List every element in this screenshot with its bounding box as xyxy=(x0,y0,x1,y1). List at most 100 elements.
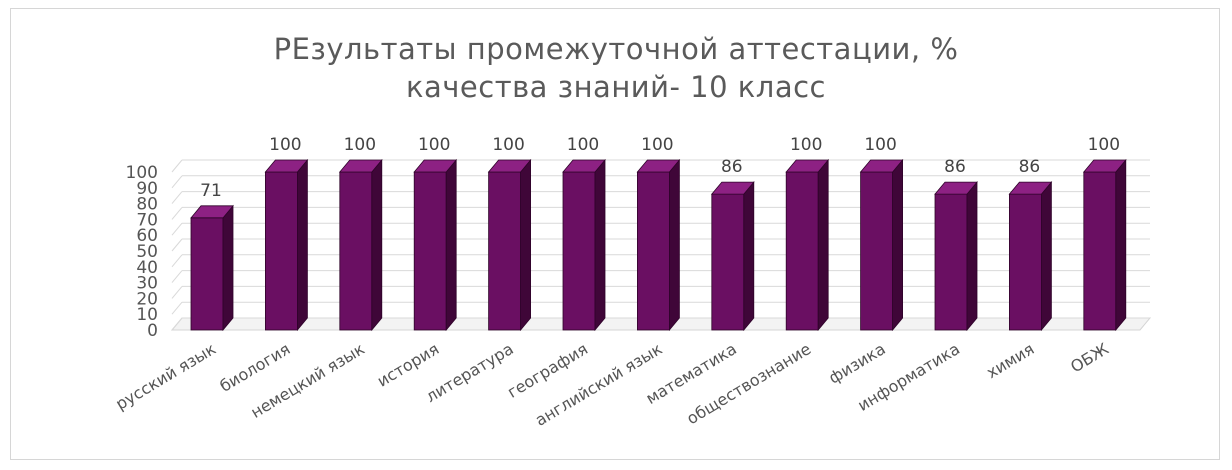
bar-top xyxy=(710,181,755,195)
bar-front xyxy=(785,171,819,331)
bar xyxy=(338,158,383,332)
data-label: 100 xyxy=(864,135,896,155)
bar-top xyxy=(785,159,830,173)
bar-top xyxy=(413,159,458,173)
y-tick-label: 70 xyxy=(136,210,158,230)
gridline-side xyxy=(171,270,183,283)
gridline-side xyxy=(171,207,183,220)
x-tick-label: английский язык xyxy=(532,339,666,430)
bar-front xyxy=(860,171,893,331)
gridline-side xyxy=(171,286,183,299)
y-tick-label: 40 xyxy=(136,258,158,278)
bar-top xyxy=(1008,181,1053,195)
bar-front xyxy=(562,171,596,331)
bar-front xyxy=(413,171,447,331)
bar-front xyxy=(637,171,670,331)
bar-front xyxy=(190,217,224,331)
bar xyxy=(1008,181,1053,332)
data-label: 100 xyxy=(492,135,524,155)
bar-front xyxy=(339,171,373,331)
bar xyxy=(562,158,606,332)
gridline-side xyxy=(171,317,183,331)
bar-top xyxy=(190,205,234,219)
bar xyxy=(710,181,755,332)
data-label: 86 xyxy=(944,157,966,177)
bar-side xyxy=(594,158,606,332)
bar xyxy=(487,158,532,332)
bars xyxy=(190,158,1127,332)
bar-top xyxy=(264,159,309,173)
bar-side xyxy=(371,158,383,332)
y-tick-label: 80 xyxy=(136,195,158,215)
data-label: 71 xyxy=(200,181,222,201)
bar-side xyxy=(892,158,903,332)
bar xyxy=(934,181,978,332)
x-tick-label: история xyxy=(374,339,442,391)
bar-side xyxy=(669,158,680,332)
bar-side xyxy=(520,158,531,332)
bar-side xyxy=(296,158,308,332)
bar xyxy=(190,204,234,332)
bar-top xyxy=(934,181,978,195)
bar xyxy=(859,158,904,332)
gridline-side xyxy=(171,301,183,315)
gridline-side xyxy=(171,238,183,252)
data-label: 100 xyxy=(1088,135,1120,155)
bar-side xyxy=(222,204,234,332)
chart-title: РЕзультаты промежуточной аттестации, % к… xyxy=(0,30,1232,106)
gridline-side xyxy=(171,254,183,268)
y-tick-label: 30 xyxy=(136,274,158,294)
chart-title-line-1: РЕзультаты промежуточной аттестации, % xyxy=(273,32,959,66)
y-tick-label: 0 xyxy=(147,321,158,341)
bar-side xyxy=(1041,181,1052,332)
bar-front xyxy=(711,193,745,331)
bar-side xyxy=(445,158,457,332)
chart-title-line-2: качества знаний- 10 класс xyxy=(405,70,826,104)
data-label: 100 xyxy=(418,135,450,155)
data-label: 86 xyxy=(721,157,743,177)
data-label: 100 xyxy=(344,135,376,155)
gridline-side xyxy=(171,222,183,236)
y-tick-label: 10 xyxy=(136,305,158,325)
bar-side xyxy=(817,158,829,332)
x-tick-label: ОБЖ xyxy=(1067,339,1112,376)
bar xyxy=(264,158,309,332)
bar-top xyxy=(562,159,606,173)
x-tick-label: химия xyxy=(983,339,1037,382)
bar xyxy=(413,158,458,332)
bar-side xyxy=(966,181,978,332)
gridline-side xyxy=(171,175,183,189)
bar-top xyxy=(859,159,904,173)
gridline-side xyxy=(171,159,183,173)
bar-front xyxy=(934,193,968,331)
data-label: 86 xyxy=(1019,157,1041,177)
x-tick-label: физика xyxy=(825,339,888,387)
data-label: 100 xyxy=(567,135,599,155)
bar-top xyxy=(1082,159,1127,173)
bar xyxy=(636,158,681,332)
bar-front xyxy=(264,171,298,331)
y-tick-label: 90 xyxy=(136,179,158,199)
x-tick-label: обществознание xyxy=(683,339,814,428)
bar-front xyxy=(1083,171,1117,331)
x-tick-label: русский язык xyxy=(112,339,219,414)
data-labels: 71 100 100 100 100 100 100 86 100 100 86 86 100 xyxy=(200,135,1120,201)
bar-top xyxy=(636,159,681,173)
bar xyxy=(785,158,830,332)
gridline-side xyxy=(171,191,183,204)
bar-top xyxy=(487,159,532,173)
y-tick-label: 60 xyxy=(136,226,158,246)
bar xyxy=(1082,158,1127,332)
data-label: 100 xyxy=(269,135,301,155)
y-tick-label: 20 xyxy=(136,289,158,309)
y-tick-label: 100 xyxy=(126,163,158,183)
bar-top xyxy=(338,159,383,173)
bar-front xyxy=(488,171,522,331)
bar-side xyxy=(743,181,755,332)
data-label: 100 xyxy=(641,135,673,155)
y-tick-label: 50 xyxy=(136,242,158,262)
bar-front xyxy=(1009,193,1042,331)
